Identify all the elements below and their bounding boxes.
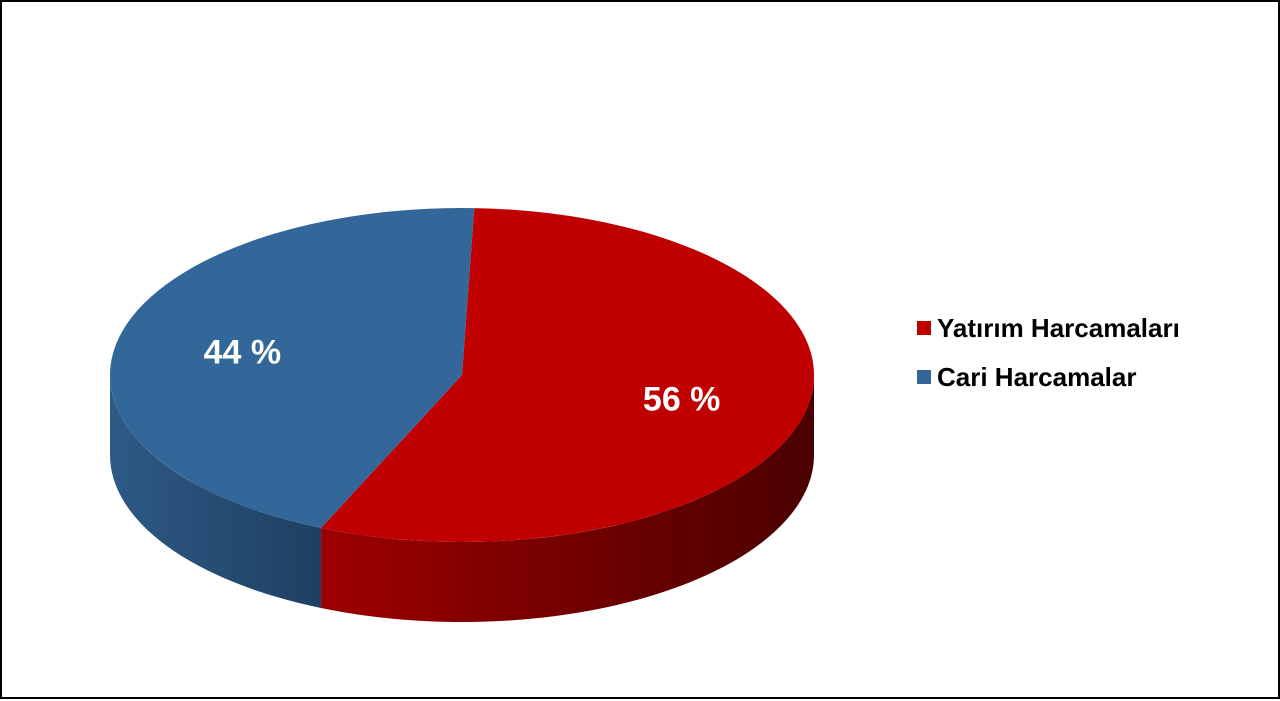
pie-slice-yatirim bbox=[321, 208, 814, 542]
legend-label-yatirim: Yatırım Harcamaları bbox=[937, 312, 1180, 343]
pie-tops bbox=[109, 208, 814, 542]
legend: Yatırım Harcamaları Cari Harcamalar bbox=[917, 312, 1180, 410]
pie-slice-cari bbox=[109, 208, 475, 529]
data-label-cari: 44 % bbox=[204, 333, 282, 371]
legend-swatch-cari bbox=[917, 370, 931, 384]
data-label-yatirim: 56 % bbox=[643, 381, 721, 419]
pie-sides bbox=[110, 375, 814, 622]
pie-side-yatirim bbox=[321, 375, 814, 622]
legend-label-cari: Cari Harcamalar bbox=[937, 361, 1137, 392]
legend-item-yatirim: Yatırım Harcamaları bbox=[917, 312, 1180, 344]
pie-data-labels: 56 % 44 % bbox=[204, 333, 721, 418]
pie-side-cari bbox=[110, 375, 322, 609]
legend-swatch-yatirim bbox=[917, 321, 931, 335]
legend-item-cari: Cari Harcamalar bbox=[917, 361, 1180, 393]
